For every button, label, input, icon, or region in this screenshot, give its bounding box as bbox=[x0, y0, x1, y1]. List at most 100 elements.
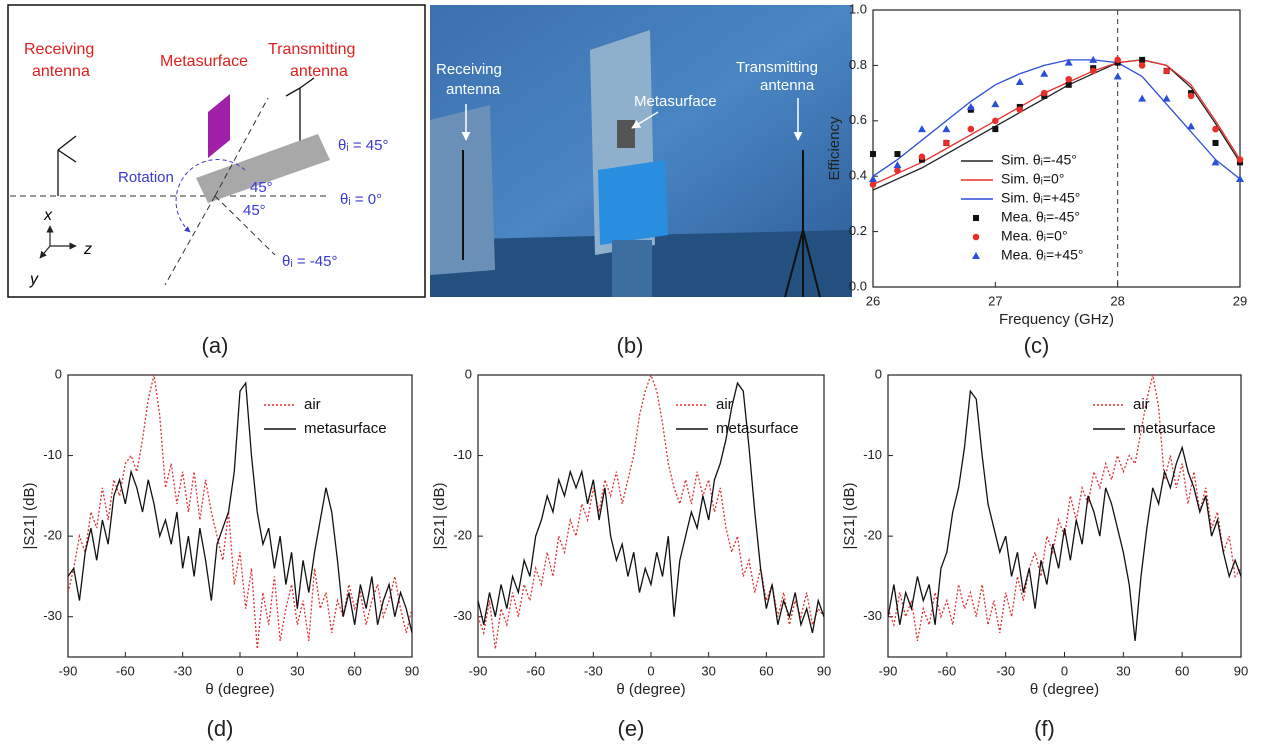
marker bbox=[893, 161, 902, 169]
x-tick-label: 60 bbox=[759, 663, 773, 678]
marker bbox=[918, 153, 926, 161]
y-tick-label: -20 bbox=[863, 528, 882, 543]
marker bbox=[1212, 139, 1219, 146]
chart: -30 -20 -10 0 -90 -60 -30 0 30 60 90 θ (degree) |S21… bbox=[21, 366, 419, 740]
plot-frame bbox=[477, 374, 825, 658]
y-tick-label: 0.0 bbox=[849, 278, 867, 293]
photo-receiving-label: Receiving antenna bbox=[436, 61, 502, 98]
series-line bbox=[68, 381, 412, 633]
marker bbox=[1040, 89, 1048, 97]
y-tick-label: 0.4 bbox=[849, 168, 867, 183]
x-tick-label: 0 bbox=[647, 663, 654, 678]
marker bbox=[967, 125, 975, 133]
y-tick-label: 0 bbox=[465, 366, 472, 381]
y-axis-label: |S21| (dB) bbox=[431, 483, 448, 550]
y-tick-label: 1.0 bbox=[849, 1, 867, 16]
x-tick-label: 60 bbox=[347, 663, 361, 678]
legend-label: Sim. θᵢ=-45° bbox=[1001, 152, 1077, 168]
legend-label: Mea. θᵢ=+45° bbox=[1001, 247, 1084, 263]
x-axis-label: θ (degree) bbox=[205, 681, 274, 698]
series-line bbox=[478, 375, 824, 650]
marker bbox=[1016, 106, 1024, 114]
marker bbox=[972, 233, 980, 241]
marker bbox=[869, 181, 877, 188]
caption: (b) bbox=[617, 333, 644, 358]
receiving-label: Receiving antenna bbox=[24, 41, 94, 80]
caption: (c) bbox=[1024, 333, 1050, 358]
metasurface-label: Metasurface bbox=[160, 53, 248, 70]
y-axis-label: |S21| (dB) bbox=[841, 483, 858, 550]
chart: -30 -20 -10 0 -90 -60 -30 0 30 60 90 θ (degree) |S21… bbox=[431, 366, 831, 740]
series-line bbox=[873, 59, 1240, 191]
y-tick-label: 0.2 bbox=[849, 223, 867, 238]
x-tick-label: -30 bbox=[996, 663, 1015, 678]
marker bbox=[973, 215, 979, 221]
legend-label: metasurface bbox=[304, 420, 387, 437]
caption: (f) bbox=[1034, 716, 1055, 741]
y-tick-label: -20 bbox=[453, 528, 472, 543]
x-tick-label: -60 bbox=[116, 663, 135, 678]
theta-label: θᵢ = 45° bbox=[338, 137, 388, 154]
legend-label: air bbox=[1133, 396, 1150, 413]
marker bbox=[966, 102, 975, 110]
legend-label: Sim. θᵢ=0° bbox=[1001, 171, 1064, 187]
y-tick-label: -30 bbox=[453, 608, 472, 623]
x-axis-label: Frequency (GHz) bbox=[999, 311, 1114, 328]
series-line bbox=[68, 375, 412, 650]
marker bbox=[1040, 69, 1049, 77]
legend-label: air bbox=[716, 396, 733, 413]
theta-label: θᵢ = -45° bbox=[282, 253, 337, 270]
angle-label: 45° bbox=[250, 179, 273, 196]
x-tick-label: 30 bbox=[701, 663, 715, 678]
x-tick-label: -30 bbox=[173, 663, 192, 678]
series-line bbox=[873, 59, 1240, 186]
transmitting-label: Transmitting antenna bbox=[268, 41, 355, 80]
marker bbox=[992, 117, 999, 125]
axis-letter: z bbox=[83, 241, 92, 258]
legend-label: Mea. θᵢ=0° bbox=[1001, 228, 1068, 244]
y-tick-label: 0 bbox=[875, 366, 882, 381]
x-tick-label: 30 bbox=[290, 663, 304, 678]
x-axis-label: θ (degree) bbox=[1030, 681, 1099, 698]
x-tick-label: 30 bbox=[1116, 663, 1130, 678]
series-line bbox=[478, 381, 824, 633]
x-tick-label: 27 bbox=[988, 293, 1002, 308]
marker bbox=[1089, 67, 1097, 75]
marker bbox=[1015, 78, 1024, 86]
marker bbox=[1113, 72, 1122, 80]
marker bbox=[1114, 56, 1121, 64]
x-tick-label: 0 bbox=[1061, 663, 1068, 678]
y-tick-label: -30 bbox=[863, 608, 882, 623]
metasurface-shape bbox=[208, 94, 230, 158]
marker bbox=[942, 125, 951, 133]
marker bbox=[1139, 56, 1146, 63]
x-tick-label: -30 bbox=[584, 663, 603, 678]
marker bbox=[1064, 58, 1073, 66]
caption: (d) bbox=[207, 716, 234, 741]
x-tick-label: -60 bbox=[937, 663, 956, 678]
caption: (e) bbox=[618, 716, 645, 741]
series-line bbox=[888, 375, 1241, 642]
marker bbox=[1236, 156, 1244, 163]
marker bbox=[1065, 81, 1072, 88]
marker bbox=[894, 167, 901, 174]
photo-tripod bbox=[462, 150, 821, 298]
y-axis-label: Efficiency bbox=[826, 116, 843, 180]
x-tick-label: 90 bbox=[1234, 663, 1248, 678]
antenna-icons bbox=[57, 77, 315, 196]
rotation-label: Rotation bbox=[118, 169, 174, 186]
marker bbox=[869, 174, 877, 182]
y-tick-label: -20 bbox=[43, 528, 62, 543]
photo-base bbox=[612, 240, 652, 297]
photo-metasurface-label: Metasurface bbox=[634, 93, 717, 110]
x-tick-label: -90 bbox=[879, 663, 898, 678]
marker bbox=[1211, 158, 1220, 166]
plot-frame bbox=[872, 9, 1241, 288]
x-tick-label: 28 bbox=[1110, 293, 1124, 308]
x-tick-label: 90 bbox=[405, 663, 419, 678]
marker bbox=[1187, 122, 1196, 130]
series-line bbox=[888, 389, 1241, 641]
series-line bbox=[873, 59, 1240, 180]
chart: -30 -20 -10 0 -90 -60 -30 0 30 60 90 θ (degree) |S21… bbox=[841, 366, 1248, 740]
photo: Receiving antenna Metasurface Transmittin… bbox=[430, 5, 852, 358]
